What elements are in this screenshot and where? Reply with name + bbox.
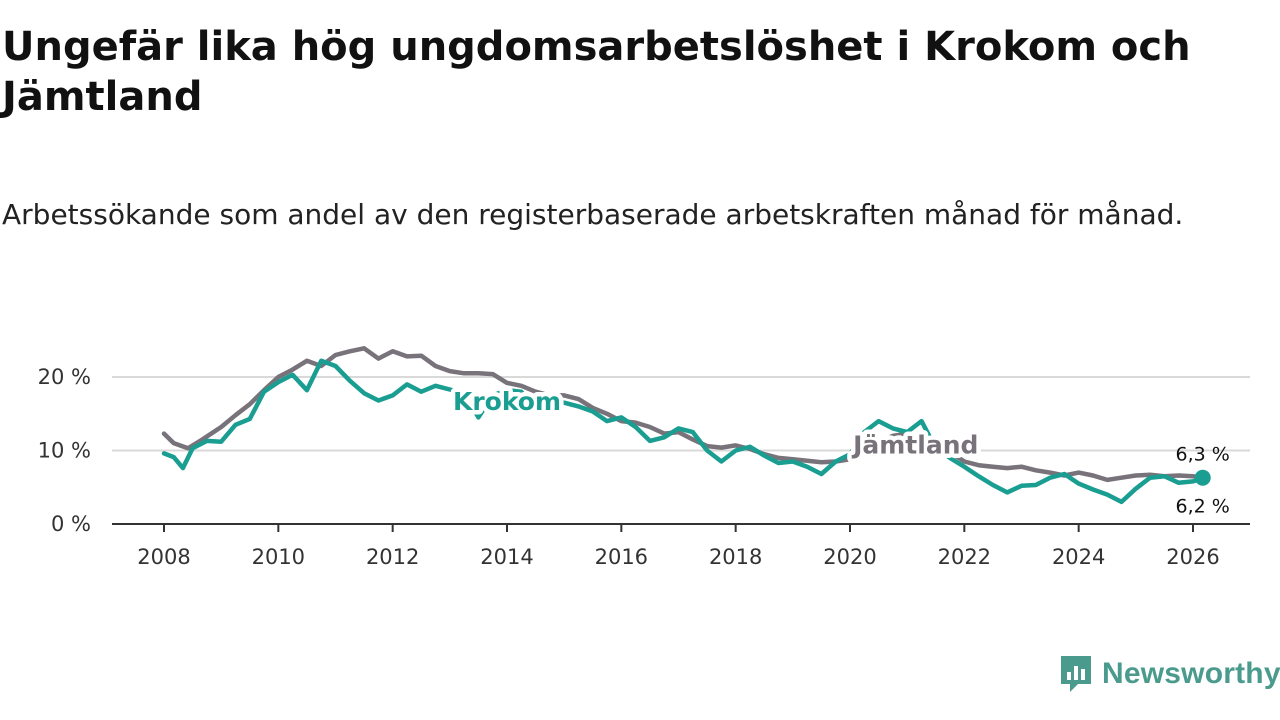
chart-labels: 0 % 10 % 20 % 2008 2010 2012 2014 2016 2018 2020 2… [38,365,1230,569]
end-label-jamtland: 6,3 % [1176,444,1230,466]
series-label-halo: Jämtland [851,430,978,459]
newsworthy-logo-icon [1061,656,1091,692]
chart-subtitle: Arbetssökande som andel av den registerb… [2,198,1184,231]
x-tick-label: 2024 [1052,545,1105,569]
newsworthy-brand[interactable]: Newsworthy [1058,652,1280,696]
grid-lines [112,376,1250,452]
series-line-krokom [161,358,1205,505]
series-lines [161,346,1211,505]
series-label-halo: Krokom [453,387,561,416]
y-tick-label: 0 % [51,512,91,536]
brand-name: Newsworthy [1102,657,1280,690]
x-axis [112,523,1250,532]
y-tick-label: 10 % [38,439,91,463]
x-tick-label: 2020 [823,545,876,569]
y-tick-label: 20 % [38,365,91,389]
series-label-jmtland: Jämtland [851,430,978,459]
series-label-krokom: Krokom [453,387,561,416]
x-tick-label: 2010 [252,545,305,569]
x-tick-label: 2022 [938,545,991,569]
series-line-jmtland [161,346,1205,483]
x-tick-label: 2016 [595,545,648,569]
x-tick-label: 2012 [366,545,419,569]
chart-title: Ungefär lika hög ungdomsarbetslöshet i K… [2,24,1191,120]
x-tick-label: 2008 [137,545,190,569]
x-tick-label: 2018 [709,545,762,569]
x-tick-label: 2026 [1166,545,1219,569]
end-label-krokom: 6,2 % [1176,495,1230,517]
end-point-marker [1194,469,1211,486]
x-tick-label: 2014 [480,545,533,569]
